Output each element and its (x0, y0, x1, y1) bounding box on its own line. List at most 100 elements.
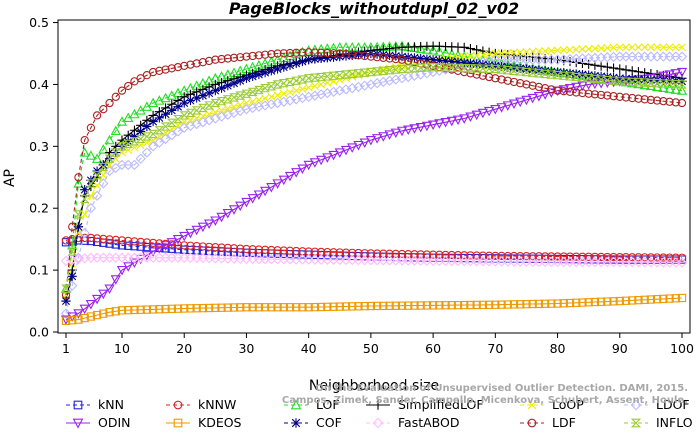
data-point (353, 50, 364, 60)
legend: kNN kNNW LOF SimplifiedLOF LoOP LDOF ODIN KDEOS… (66, 397, 693, 430)
data-point (528, 47, 537, 56)
data-point (98, 144, 109, 154)
data-point (403, 125, 414, 135)
data-point (373, 400, 383, 410)
data-point (565, 72, 575, 81)
data-point (446, 63, 457, 72)
data-point (347, 143, 358, 153)
data-point (353, 69, 364, 78)
data-point (477, 108, 489, 119)
data-point (490, 64, 501, 74)
data-point (79, 194, 90, 204)
data-point (267, 303, 276, 312)
data-point (634, 295, 643, 305)
data-point (278, 96, 289, 107)
legend-label: LDF (552, 415, 576, 430)
data-point (85, 179, 96, 188)
data-point (630, 418, 642, 428)
data-point (409, 53, 420, 63)
data-point (353, 81, 364, 93)
data-point (628, 93, 637, 103)
data-point (491, 251, 500, 261)
data-point (459, 42, 469, 52)
x-tick-label: 60 (425, 341, 441, 356)
data-point (653, 43, 662, 52)
data-point (634, 43, 643, 52)
data-point (472, 45, 482, 55)
data-point (676, 67, 688, 78)
data-point (323, 302, 332, 312)
data-point (360, 249, 369, 258)
data-point (640, 253, 649, 262)
data-point (316, 302, 326, 312)
data-point (110, 275, 121, 285)
data-point (621, 93, 631, 102)
data-point (571, 72, 582, 82)
data-point (166, 90, 177, 100)
data-point (98, 162, 109, 172)
data-point (341, 49, 351, 59)
data-point (547, 46, 556, 55)
data-point (279, 246, 288, 255)
data-point (236, 100, 245, 109)
data-point (142, 121, 152, 132)
data-point (130, 237, 139, 246)
data-point (335, 302, 344, 311)
data-point (596, 297, 606, 306)
data-point (630, 399, 642, 411)
data-point (91, 153, 103, 163)
data-point (223, 104, 232, 113)
data-point (80, 135, 89, 145)
data-point (659, 43, 668, 52)
data-point (491, 74, 500, 83)
legend-label: FastABOD (398, 415, 460, 430)
data-point (671, 43, 680, 52)
data-point (123, 136, 133, 146)
data-point (316, 72, 327, 82)
legend-label: kNNW (198, 397, 236, 412)
data-point (105, 239, 114, 248)
data-point (622, 43, 630, 52)
data-point (590, 90, 600, 99)
legend-label: kNN (98, 397, 124, 412)
data-point (230, 102, 238, 111)
data-point (297, 164, 308, 174)
data-point (217, 243, 226, 252)
data-point (173, 304, 183, 313)
data-point (259, 186, 271, 197)
credit-line-1: On the Evaluation of Unsupervised Outlie… (315, 383, 688, 394)
data-point (179, 111, 190, 120)
data-point (310, 82, 319, 90)
data-point (291, 418, 301, 428)
data-point (291, 94, 302, 105)
data-point (105, 235, 114, 244)
data-point (590, 44, 599, 53)
data-point (372, 53, 382, 62)
data-point (664, 70, 675, 80)
data-point (659, 253, 668, 262)
data-point (652, 79, 663, 88)
data-point (316, 48, 326, 57)
data-point (290, 399, 302, 410)
data-point (211, 108, 220, 117)
series-ldf (61, 48, 687, 300)
data-point (403, 64, 414, 73)
data-point (291, 58, 301, 69)
data-point (160, 92, 171, 103)
data-point (217, 54, 226, 64)
data-point (628, 43, 637, 52)
data-point (259, 100, 271, 111)
data-point (254, 245, 264, 254)
data-point (447, 250, 456, 260)
data-point (136, 237, 145, 247)
data-point (192, 93, 202, 103)
data-point (614, 77, 625, 86)
data-point (540, 299, 550, 308)
series-ldof (60, 51, 688, 319)
data-point (665, 43, 674, 52)
data-point (553, 86, 562, 95)
data-point (416, 53, 426, 64)
data-point (241, 73, 252, 83)
data-point (578, 298, 587, 307)
data-point (460, 251, 469, 260)
